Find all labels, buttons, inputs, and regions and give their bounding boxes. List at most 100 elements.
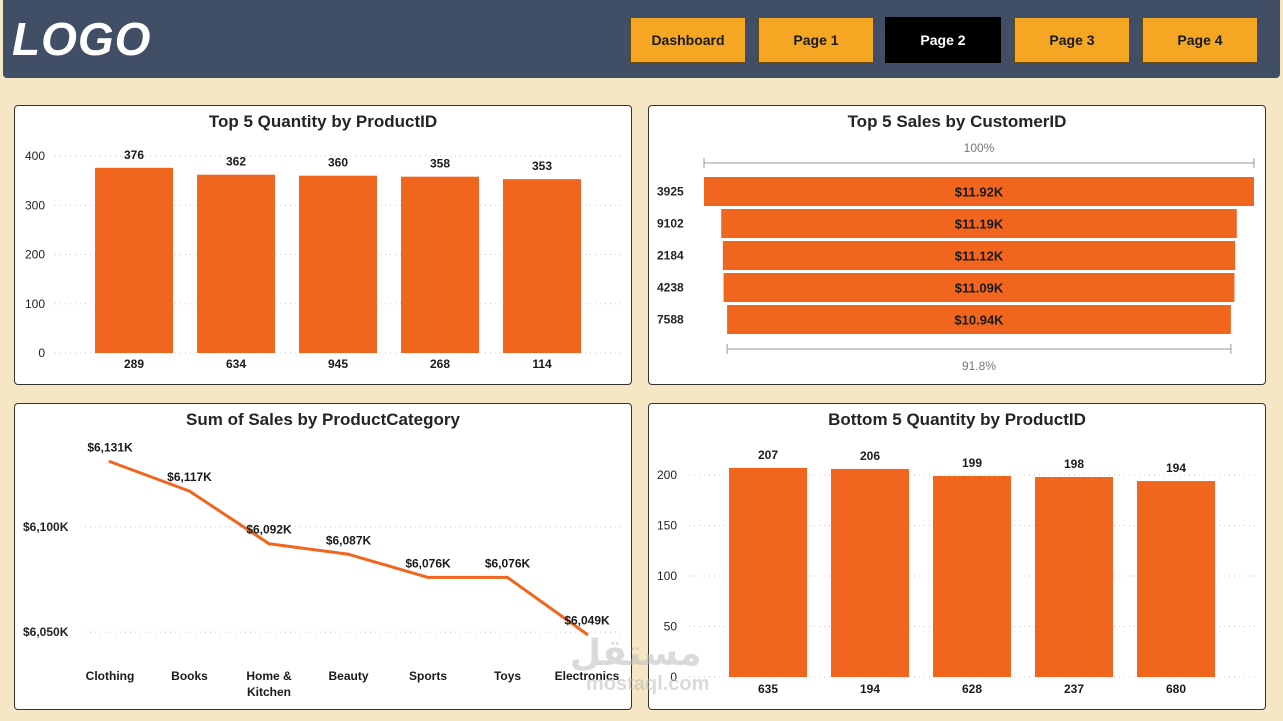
chart-title: Top 5 Quantity by ProductID xyxy=(208,112,438,131)
line-point xyxy=(108,460,112,464)
bar xyxy=(1137,481,1215,677)
funnel-bar xyxy=(723,273,1235,302)
bar xyxy=(95,167,173,353)
data-label: 207 xyxy=(758,448,778,462)
x-tick-label: 628 xyxy=(962,682,982,696)
data-label: $6,076K xyxy=(485,556,531,570)
bar xyxy=(503,179,581,353)
data-label: $6,117K xyxy=(167,470,212,484)
funnel-category-label: 4238 xyxy=(657,281,684,295)
sales-line xyxy=(109,460,588,636)
x-tick-label: Electronics xyxy=(555,669,620,683)
x-tick-label: Beauty xyxy=(328,669,368,683)
y-tick-label: 0 xyxy=(38,346,45,360)
funnel-bar xyxy=(704,177,1254,206)
y-tick-label: 100 xyxy=(657,569,677,583)
bar xyxy=(401,176,479,353)
funnel-data-label: $11.12K xyxy=(955,249,1004,264)
data-label: $6,131K xyxy=(87,441,133,455)
bottom5-quantity-chart: 0 50 100 150 200 207 635 206 194 199 628 198 237 194 6… xyxy=(657,448,1259,696)
top5-sales-funnel: 100% $11.92K 3925 $11.19K 9102 $11.12K 2184 $11… xyxy=(657,141,1255,373)
nav-button-page-1[interactable]: Page 1 xyxy=(758,17,874,63)
line-point xyxy=(585,632,589,636)
x-tick-label: Books xyxy=(171,669,208,683)
data-label: 358 xyxy=(430,157,450,171)
data-label: $6,076K xyxy=(405,556,451,570)
y-tick-label: 150 xyxy=(657,519,677,533)
funnel-data-label: $11.19K xyxy=(955,217,1004,232)
data-label: 360 xyxy=(328,156,348,170)
line-point xyxy=(426,575,430,579)
funnel-data-label: $11.09K xyxy=(955,281,1004,296)
top5-sales-panel: Top 5 Sales by CustomerID 100% $11.92K 392… xyxy=(648,105,1266,385)
sales-by-category-chart: $6,050K $6,100K $6,131K Clothing $6,117K Book… xyxy=(23,441,623,699)
x-tick-label: 237 xyxy=(1064,682,1084,696)
line-point xyxy=(506,575,509,579)
funnel-bottom-percent: 91.8% xyxy=(962,359,996,373)
top-header: LOGO Dashboard Page 1 Page 2 Page 3 Page… xyxy=(3,0,1280,78)
data-label: $6,092K xyxy=(246,523,292,537)
nav-button-page-3[interactable]: Page 3 xyxy=(1014,17,1130,63)
x-tick-label: 289 xyxy=(124,357,144,371)
y-tick-label: 200 xyxy=(25,248,45,262)
x-tick-label: Sports xyxy=(409,669,447,683)
x-tick-label: Toys xyxy=(494,669,521,683)
x-tick-label: 268 xyxy=(430,357,450,371)
y-tick-label: $6,050K xyxy=(23,625,69,639)
chart-title: Bottom 5 Quantity by ProductID xyxy=(828,410,1086,429)
x-tick-label: 945 xyxy=(328,357,348,371)
x-tick-label: 634 xyxy=(226,357,246,371)
x-tick-label: 680 xyxy=(1166,682,1186,696)
x-tick-label: 194 xyxy=(860,682,880,696)
logo: LOGO xyxy=(12,13,152,65)
y-tick-label: 100 xyxy=(25,297,45,311)
funnel-data-label: $11.92K xyxy=(955,185,1004,200)
chart-title: Top 5 Sales by CustomerID xyxy=(847,112,1067,131)
x-tick-label: 114 xyxy=(532,357,552,371)
data-label: $6,049K xyxy=(564,613,610,627)
data-label: 199 xyxy=(962,456,982,470)
bar xyxy=(1035,477,1113,677)
data-label: 376 xyxy=(124,148,144,162)
bar xyxy=(197,174,275,353)
line-point xyxy=(347,552,350,556)
y-tick-label: 50 xyxy=(664,620,678,634)
bar xyxy=(933,476,1011,677)
funnel-category-label: 7588 xyxy=(657,313,684,327)
top5-quantity-panel: Top 5 Quantity by ProductID 0 100 200 300 40… xyxy=(14,105,632,385)
bar xyxy=(729,467,807,677)
y-tick-label: 0 xyxy=(670,670,677,684)
nav-button-page-2[interactable]: Page 2 xyxy=(885,17,1001,63)
bottom5-quantity-panel: Bottom 5 Quantity by ProductID 0 50 100 150… xyxy=(648,403,1266,710)
funnel-category-label: 2184 xyxy=(657,249,684,263)
nav-button-dashboard[interactable]: Dashboard xyxy=(630,17,746,63)
data-label: 206 xyxy=(860,449,880,463)
y-tick-label: 400 xyxy=(25,149,45,163)
funnel-bar xyxy=(727,305,1231,334)
y-tick-label: $6,100K xyxy=(23,520,69,534)
y-tick-label: 200 xyxy=(657,468,677,482)
x-tick-label: Home & Kitchen xyxy=(246,669,292,699)
top5-quantity-chart: 0 100 200 300 400 376 289 362 634 360 945 358 268 353… xyxy=(25,148,625,371)
funnel-bar xyxy=(721,209,1237,238)
data-label: $6,087K xyxy=(326,533,372,547)
data-label: 198 xyxy=(1064,457,1084,471)
funnel-category-label: 9102 xyxy=(657,217,684,231)
bar xyxy=(299,175,377,353)
x-tick-label: 635 xyxy=(758,682,778,696)
sales-by-category-panel: Sum of Sales by ProductCategory $6,050K $… xyxy=(14,403,632,710)
bar xyxy=(831,468,909,677)
funnel-bar xyxy=(722,241,1236,270)
funnel-category-label: 3925 xyxy=(657,185,684,199)
x-tick-label: Clothing xyxy=(86,669,135,683)
nav-button-page-4[interactable]: Page 4 xyxy=(1142,17,1258,63)
funnel-data-label: $10.94K xyxy=(954,313,1004,328)
data-label: 194 xyxy=(1166,461,1186,475)
data-label: 353 xyxy=(532,159,552,173)
line-point xyxy=(188,489,191,493)
data-label: 362 xyxy=(226,155,246,169)
line-point xyxy=(267,542,271,546)
chart-title: Sum of Sales by ProductCategory xyxy=(186,410,460,429)
y-tick-label: 300 xyxy=(25,198,45,212)
funnel-top-percent: 100% xyxy=(964,141,995,155)
